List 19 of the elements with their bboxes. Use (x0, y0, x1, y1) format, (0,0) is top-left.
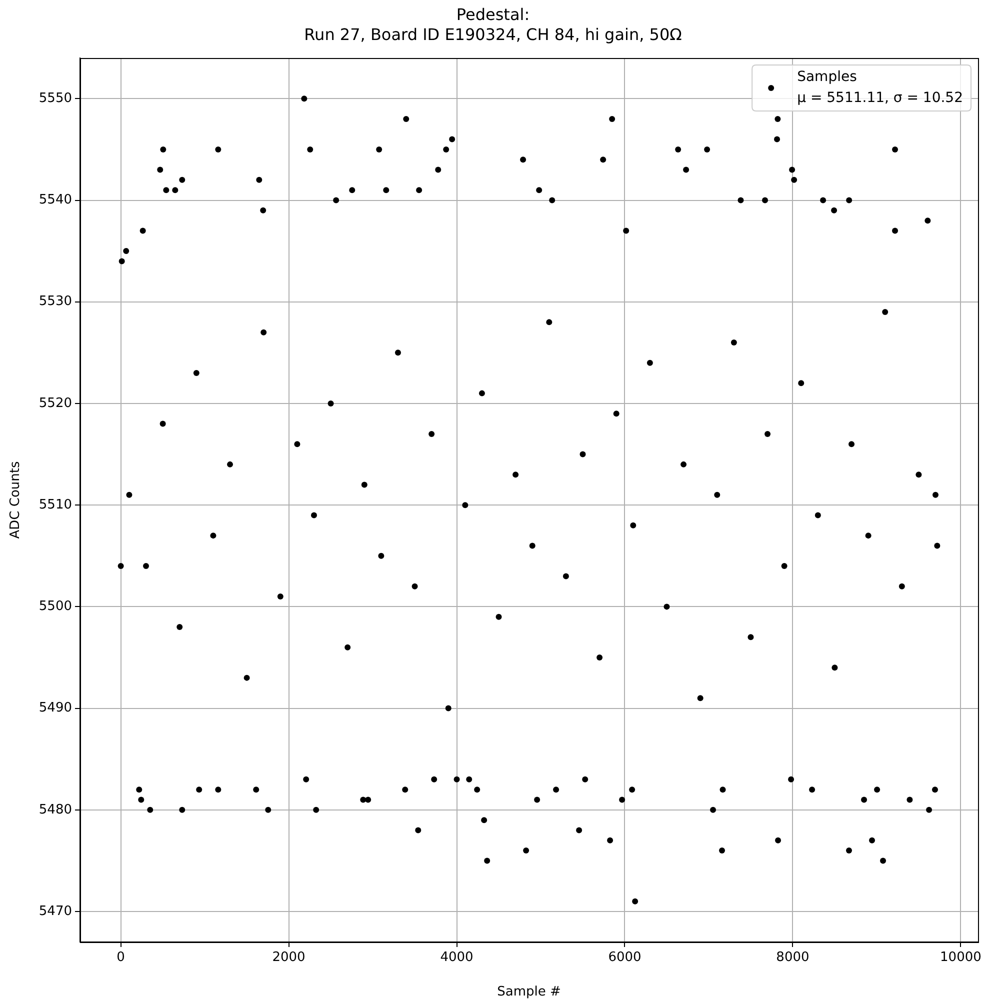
y-tick-label: 5500 (38, 599, 72, 614)
y-axis-title: ADC Counts (8, 461, 24, 539)
y-tick-label: 5520 (38, 396, 72, 411)
y-tick-label: 5540 (38, 192, 72, 208)
x-tick-label: 8000 (776, 950, 810, 966)
chart-title: Pedestal: Run 27, Board ID E190324, CH 84, hi gain, 50Ω (304, 5, 682, 44)
x-axis-title: Sample # (497, 984, 561, 1000)
y-tick-label: 5530 (38, 294, 72, 310)
legend-label: Samples μ = 5511.11, σ = 10.52 (797, 69, 964, 106)
y-tick-label: 5470 (38, 904, 72, 919)
x-tick-label: 2000 (272, 950, 306, 966)
x-tick-label: 4000 (440, 950, 474, 966)
y-tick-label: 5550 (38, 91, 72, 106)
x-tick-label: 10000 (940, 950, 982, 966)
x-tick-label: 0 (116, 950, 125, 966)
y-tick-label: 5490 (38, 700, 72, 716)
x-tick-label: 6000 (608, 950, 642, 966)
y-tick-label: 5480 (38, 802, 72, 818)
y-tick-label: 5510 (38, 497, 72, 512)
